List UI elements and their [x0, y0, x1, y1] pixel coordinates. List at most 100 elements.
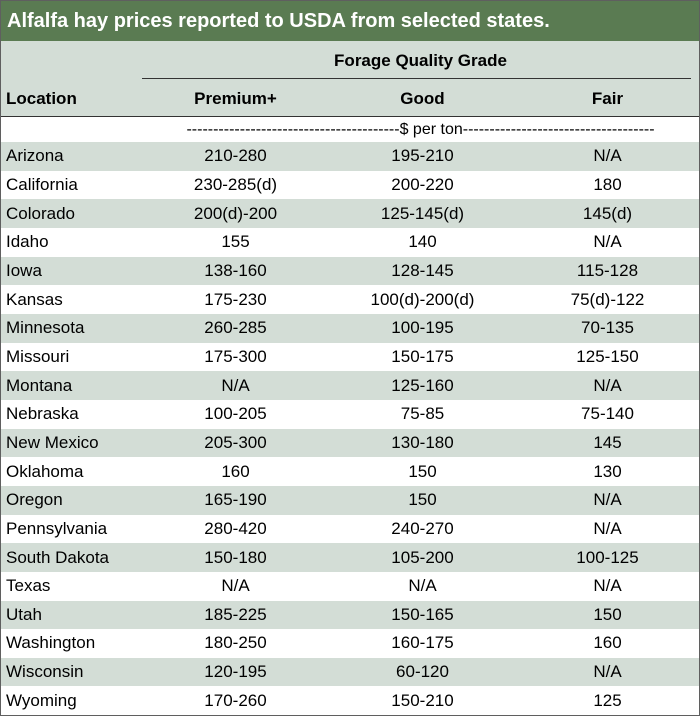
cell-location: Texas: [6, 576, 51, 596]
cell-location: Wyoming: [6, 690, 77, 710]
cell-fair: 115-128: [576, 260, 639, 280]
group-header-forage-quality: Forage Quality Grade: [334, 51, 507, 70]
cell-location: Idaho: [6, 232, 49, 252]
cell-premium: 120-195: [204, 662, 267, 682]
column-header-location: Location: [6, 89, 77, 108]
cell-location: Nebraska: [6, 404, 79, 424]
column-header-premium: Premium+: [194, 89, 277, 108]
cell-good: 60-120: [396, 662, 449, 682]
cell-fair: N/A: [593, 662, 622, 682]
cell-good: 200-220: [391, 174, 454, 194]
cell-premium: 175-300: [204, 346, 267, 366]
cell-fair: N/A: [593, 232, 622, 252]
cell-premium: 170-260: [204, 690, 267, 710]
cell-location: Arizona: [6, 146, 64, 166]
table-row: New Mexico 205-300 130-180 145: [1, 428, 699, 458]
group-header-rule: [142, 78, 691, 79]
cell-location: Montana: [6, 375, 73, 395]
cell-premium: 180-250: [204, 633, 267, 653]
table-row: Kansas 175-230 100(d)-200(d) 75(d)-122: [1, 285, 699, 314]
cell-good: 150: [408, 461, 437, 481]
cell-location: Colorado: [6, 203, 75, 223]
cell-fair: 145(d): [582, 203, 633, 223]
table-row: Oregon 165-190 150 N/A: [1, 485, 699, 515]
cell-location: Pennsylvania: [6, 518, 108, 538]
cell-premium: 230-285(d): [193, 174, 278, 194]
table-row: Iowa 138-160 128-145 115-128: [1, 256, 699, 286]
cell-good: 100(d)-200(d): [370, 289, 475, 309]
cell-premium: N/A: [221, 576, 250, 596]
cell-premium: 160: [221, 461, 250, 481]
cell-fair: 75(d)-122: [570, 289, 645, 309]
cell-location: Kansas: [6, 289, 63, 309]
cell-fair: 130: [593, 461, 622, 481]
table-row: Missouri 175-300 150-175 125-150: [1, 342, 699, 372]
table-row: Arizona 210-280 195-210 N/A: [1, 142, 699, 171]
cell-fair: 160: [593, 633, 622, 653]
cell-good: 125-145(d): [380, 203, 465, 223]
cell-location: Minnesota: [6, 318, 85, 338]
cell-good: 75-85: [400, 404, 445, 424]
cell-fair: 180: [593, 174, 622, 194]
cell-premium: 138-160: [204, 260, 267, 280]
cell-location: New Mexico: [6, 432, 99, 452]
header-rule: [1, 116, 699, 117]
table-body: Arizona 210-280 195-210 N/A California 230-28…: [1, 142, 699, 716]
cell-location: Wisconsin: [6, 662, 84, 682]
cell-premium: 280-420: [204, 518, 267, 538]
cell-fair: N/A: [593, 375, 622, 395]
table-row: Washington 180-250 160-175 160: [1, 629, 699, 658]
cell-location: South Dakota: [6, 547, 110, 567]
cell-location: Utah: [6, 604, 42, 624]
table-row: Minnesota 260-285 100-195 70-135: [1, 313, 699, 343]
cell-fair: N/A: [593, 576, 622, 596]
cell-fair: N/A: [593, 490, 622, 510]
table-row: Texas N/A N/A N/A: [1, 571, 699, 601]
table-title: Alfalfa hay prices reported to USDA from…: [1, 1, 699, 41]
cell-location: Iowa: [6, 260, 42, 280]
cell-fair: 150: [593, 604, 622, 624]
cell-good: 105-200: [391, 547, 454, 567]
table-row: Colorado 200(d)-200 125-145(d) 145(d): [1, 199, 699, 228]
table-row: Idaho 155 140 N/A: [1, 227, 699, 257]
cell-premium: 155: [221, 232, 250, 252]
cell-location: Washington: [6, 633, 96, 653]
table-row: Utah 185-225 150-165 150: [1, 600, 699, 630]
cell-good: 128-145: [391, 260, 454, 280]
cell-fair: 145: [593, 432, 622, 452]
units-row: ----------------------------------------…: [1, 117, 699, 142]
cell-premium: 210-280: [204, 146, 267, 166]
cell-premium: 200(d)-200: [193, 203, 278, 223]
cell-good: 195-210: [391, 146, 454, 166]
cell-good: 150-165: [391, 604, 454, 624]
cell-location: Missouri: [6, 346, 70, 366]
cell-premium: 100-205: [204, 404, 267, 424]
table-row: Nebraska 100-205 75-85 75-140: [1, 399, 699, 429]
cell-premium: 150-180: [204, 547, 267, 567]
cell-location: California: [6, 174, 78, 194]
cell-premium: N/A: [221, 375, 250, 395]
table-row: Montana N/A 125-160 N/A: [1, 371, 699, 400]
cell-premium: 260-285: [204, 318, 267, 338]
cell-fair: 70-135: [581, 318, 634, 338]
table-row: California 230-285(d) 200-220 180: [1, 170, 699, 200]
table-row: Wisconsin 120-195 60-120 N/A: [1, 657, 699, 687]
cell-fair: N/A: [593, 518, 622, 538]
cell-good: N/A: [408, 576, 437, 596]
cell-good: 150: [408, 490, 437, 510]
table-row: South Dakota 150-180 105-200 100-125: [1, 543, 699, 572]
cell-fair: 100-125: [576, 547, 639, 567]
cell-premium: 175-230: [204, 289, 267, 309]
table-header: Forage Quality Grade Location Premium+ G…: [1, 41, 699, 117]
cell-good: 125-160: [391, 375, 454, 395]
cell-fair: 125-150: [576, 346, 639, 366]
cell-premium: 165-190: [204, 490, 267, 510]
cell-good: 140: [408, 232, 437, 252]
table-row: Wyoming 170-260 150-210 125: [1, 686, 699, 716]
cell-good: 150-175: [391, 346, 454, 366]
cell-good: 100-195: [391, 318, 454, 338]
cell-fair: 125: [593, 690, 622, 710]
cell-fair: N/A: [593, 146, 622, 166]
table-row: Pennsylvania 280-420 240-270 N/A: [1, 514, 699, 544]
